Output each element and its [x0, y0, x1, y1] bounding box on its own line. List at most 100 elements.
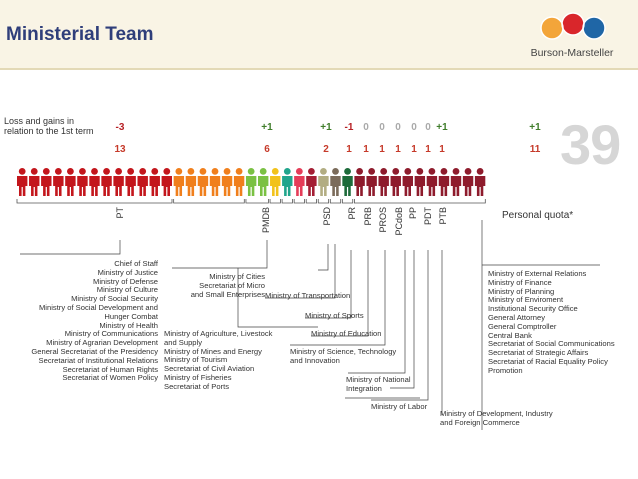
person-figure-pt	[89, 168, 100, 196]
count-value: 1	[439, 144, 445, 155]
change-value: 0	[379, 122, 385, 133]
person-figure-pt	[137, 168, 148, 196]
party-bracket	[281, 199, 293, 204]
person-figure-personal-quota-	[390, 168, 401, 196]
leader-line	[390, 250, 415, 389]
person-figure-personal-quota-	[366, 168, 377, 196]
person-figure-prb	[282, 168, 293, 196]
person-figure-pt	[149, 168, 160, 196]
person-figure-pcdob	[306, 168, 317, 196]
count-value: 2	[323, 144, 329, 155]
ptb-ministry: Ministry of Development, Industry and Fo…	[440, 409, 553, 427]
leader-line	[311, 250, 369, 337]
leader-line	[265, 244, 336, 299]
count-value: 13	[114, 144, 126, 155]
logo-globe-orange	[541, 17, 563, 39]
change-value: +1	[529, 122, 541, 133]
person-figure-pt	[113, 168, 124, 196]
party-label: PTB	[438, 207, 448, 225]
leader-line	[290, 250, 386, 346]
person-figure-pt	[161, 168, 172, 196]
pmdb-ministries-a: Ministry of Cities Secretariat of Micro …	[190, 272, 265, 299]
header-divider	[0, 68, 638, 70]
count-value: 1	[346, 144, 352, 155]
change-value: +1	[320, 122, 332, 133]
person-figure-personal-quota-	[354, 168, 365, 196]
psd-ministry: Ministry of Transportation	[265, 291, 351, 300]
leader-line	[348, 250, 406, 374]
pmdb-ministries-b: Ministry of Agriculture, Livestock and S…	[164, 329, 273, 391]
leader-line	[172, 240, 268, 269]
person-figure-psd	[245, 168, 257, 196]
party-label: PDT	[423, 206, 433, 225]
header-bar	[0, 0, 638, 68]
person-figure-personal-quota-	[438, 168, 450, 196]
total-ministries-number: 39	[560, 113, 621, 176]
count-row: 13 6 2 1 1 1 1 1 1 1 11	[114, 144, 540, 155]
pdt-ministry: Ministry of Labor	[371, 402, 428, 411]
pt-ministries: Chief of Staff Ministry of Justice Minis…	[31, 259, 158, 383]
person-figure-pt	[53, 168, 64, 196]
person-figure-personal-quota-	[474, 168, 486, 196]
change-value: 0	[363, 122, 369, 133]
party-label: PCdoB	[394, 207, 404, 236]
person-figure-pmdb	[197, 168, 209, 196]
count-value: 6	[264, 144, 270, 155]
party-label: Personal quota*	[502, 210, 573, 221]
party-bracket	[341, 199, 354, 204]
person-figure-pt	[41, 168, 52, 196]
change-legend-label: Loss and gains in relation to the 1st te…	[4, 116, 94, 136]
pr-ministry: Ministry of Sports	[305, 311, 364, 320]
party-label: PP	[408, 207, 418, 219]
person-figure-pt	[29, 168, 40, 196]
party-label: PROS	[378, 207, 388, 233]
party-label: PMDB	[261, 207, 271, 233]
leader-line	[371, 250, 429, 401]
logo	[540, 12, 606, 40]
count-value: 1	[425, 144, 431, 155]
person-figure-personal-quota-	[426, 168, 438, 196]
party-label: PRB	[363, 207, 373, 226]
leader-line	[305, 250, 352, 319]
quota-ministries: Ministry of External Relations Ministry …	[488, 269, 615, 375]
party-label: PSD	[322, 207, 332, 226]
party-bracket	[317, 199, 330, 204]
party-bracket	[245, 199, 269, 204]
person-figure-pt	[77, 168, 88, 196]
person-figure-personal-quota-	[414, 168, 426, 196]
party-label: PT	[115, 207, 125, 219]
party-bracket	[173, 199, 245, 204]
change-value: +1	[436, 122, 448, 133]
change-row: -3 +1 +1 -1 0 0 0 0 0 +1 +1	[116, 122, 542, 133]
party-bracket	[16, 199, 173, 204]
person-figure-pdt	[330, 168, 341, 196]
leader-line	[318, 244, 329, 271]
count-value: 1	[379, 144, 385, 155]
party-labels: PT PMDB PSD PR PRB PROS PCdoB PP PDT PTB Personal …	[115, 206, 573, 235]
change-value: -3	[116, 122, 125, 133]
person-figure-pros	[294, 168, 305, 196]
count-value: 1	[411, 144, 417, 155]
leader-line	[237, 268, 318, 328]
party-bracket	[329, 199, 342, 204]
people-figures	[16, 168, 486, 196]
person-figure-personal-quota-	[462, 168, 474, 196]
change-value: 0	[395, 122, 401, 133]
count-value: 1	[363, 144, 369, 155]
party-bracket	[293, 199, 305, 204]
leader-lines	[20, 220, 600, 430]
prb-ministry: Ministry of Education	[311, 329, 382, 338]
page-title: Ministerial Team	[6, 24, 154, 45]
person-figure-personal-quota-	[378, 168, 389, 196]
person-figure-personal-quota-	[402, 168, 413, 196]
person-figure-pr	[270, 168, 281, 196]
party-label: PR	[347, 207, 357, 220]
party-bracket	[269, 199, 281, 204]
person-figure-pmdb	[173, 168, 185, 196]
logo-globe-red	[562, 13, 584, 35]
change-value: -1	[345, 122, 354, 133]
change-value: 0	[425, 122, 431, 133]
logo-globe-blue	[583, 17, 605, 39]
person-figure-pmdb	[221, 168, 233, 196]
